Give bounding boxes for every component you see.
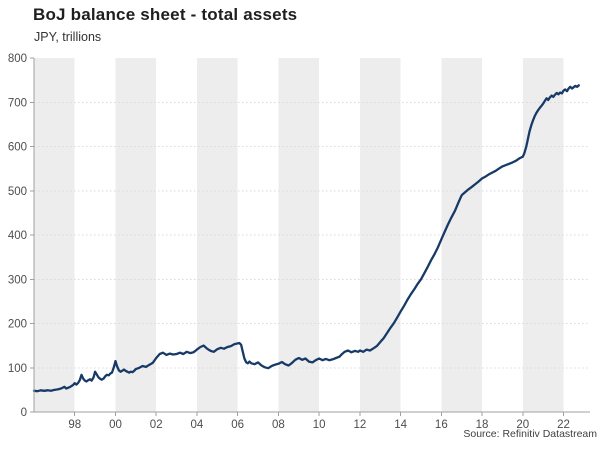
x-axis-tick-label: 22 [557,419,570,431]
x-axis-tick-label: 98 [68,419,81,431]
y-axis-tick-label: 100 [8,363,27,375]
y-axis-tick-label: 700 [8,97,27,109]
x-axis-tick-label: 12 [353,419,366,431]
x-axis-tick-label: 06 [231,419,244,431]
y-axis-tick-label: 800 [8,53,27,65]
y-axis-tick-label: 200 [8,319,27,331]
x-axis-tick-label: 04 [191,419,204,431]
y-axis-tick-label: 400 [8,230,27,242]
chart-subtitle: JPY, trillions [34,30,102,44]
x-axis-tick-label: 20 [516,419,529,431]
axes [30,57,590,416]
axis-tick-labels: 0 100 200 300 400 500 600 700 800 98 00 02 04 06 08 10 1… [8,53,570,431]
x-axis-tick-label: 02 [150,419,163,431]
x-axis-tick-label: 10 [313,419,326,431]
y-axis-tick-label: 0 [21,407,27,419]
x-axis-tick-label: 08 [272,419,285,431]
x-axis-tick-label: 14 [394,419,407,431]
x-axis-tick-label: 16 [435,419,448,431]
data-series-line [32,84,580,393]
gridlines [34,101,590,369]
chart-title: BoJ balance sheet - total assets [33,5,298,24]
total-assets-line [32,84,580,393]
x-axis-tick-label: 00 [109,419,122,431]
y-axis-tick-label: 600 [8,142,27,154]
source-credit: Source: Refinitiv Datastream [463,428,597,440]
y-axis-tick-label: 300 [8,274,27,286]
x-axis-tick-label: 18 [476,419,489,431]
y-axis-tick-label: 500 [8,186,27,198]
